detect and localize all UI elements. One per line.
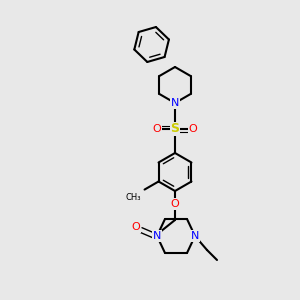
Text: O: O <box>171 199 179 209</box>
Text: N: N <box>171 98 179 108</box>
Text: O: O <box>189 124 197 134</box>
Text: O: O <box>153 124 161 134</box>
Text: N: N <box>191 231 199 241</box>
Text: N: N <box>153 231 161 241</box>
Text: CH₃: CH₃ <box>125 193 141 202</box>
Text: O: O <box>132 222 140 232</box>
Text: S: S <box>170 122 179 136</box>
